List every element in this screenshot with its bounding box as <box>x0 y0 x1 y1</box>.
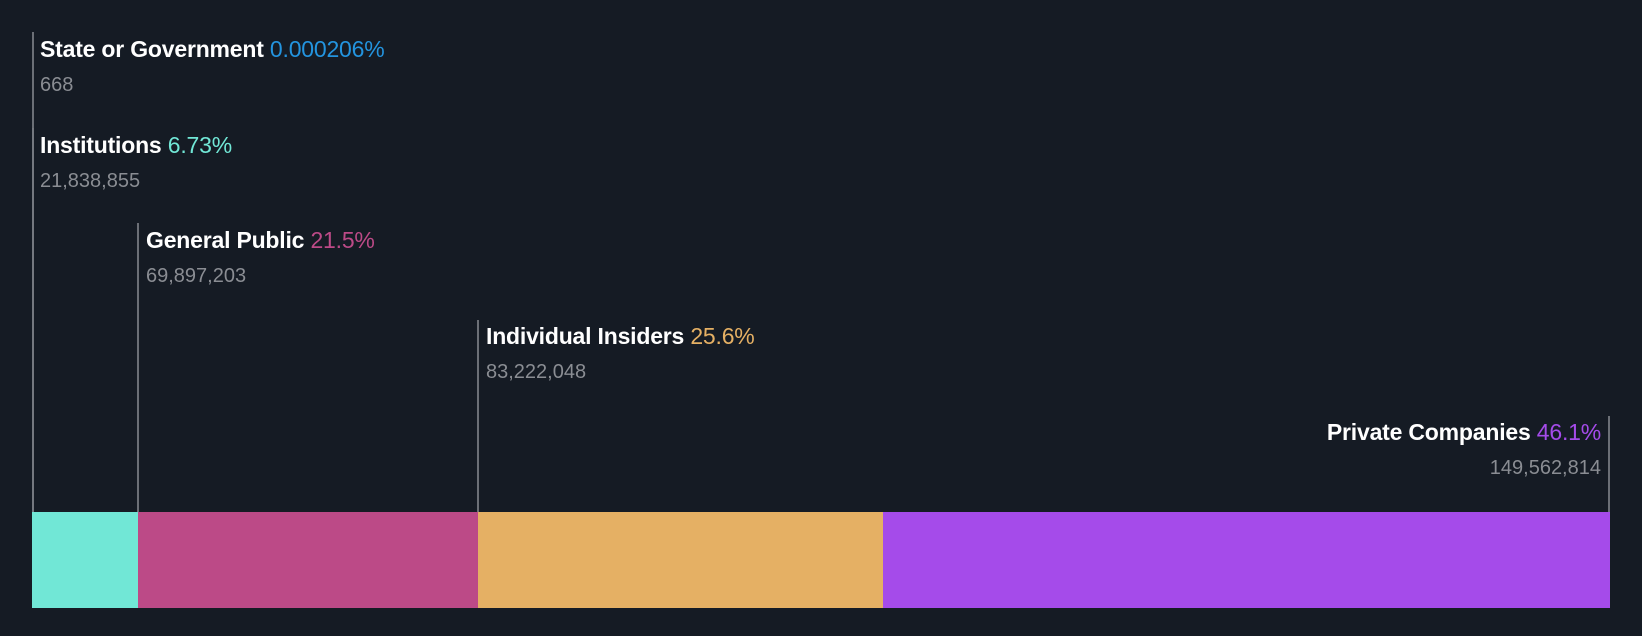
percent-value: 21.5% <box>310 227 375 253</box>
category-name: General Public <box>146 227 305 253</box>
bar-segment-institutions <box>32 512 138 608</box>
bar-segment-private-companies <box>883 512 1610 608</box>
percent-value: 6.73% <box>167 132 232 158</box>
share-count: 21,838,855 <box>40 170 141 192</box>
category-name: State or Government <box>40 36 264 62</box>
bar-segment-general-public <box>138 512 478 608</box>
leader-line-private-companies <box>1608 416 1610 512</box>
share-count: 69,897,203 <box>146 265 247 287</box>
category-name: Institutions <box>40 132 162 158</box>
share-count: 149,562,814 <box>1489 457 1601 479</box>
leader-line-general-public <box>137 223 139 512</box>
label-individual-insiders: Individual Insiders 25.6% 83,222,048 <box>486 322 755 384</box>
percent-value: 25.6% <box>690 323 755 349</box>
label-institutions: Institutions 6.73% 21,838,855 <box>40 131 232 193</box>
label-state-or-government: State or Government 0.000206% 668 <box>40 35 385 97</box>
leader-line-institutions <box>32 128 34 512</box>
leader-line-individual-insiders <box>477 320 479 512</box>
percent-value: 0.000206% <box>269 36 385 62</box>
bar-segment-individual-insiders <box>478 512 883 608</box>
share-count: 83,222,048 <box>486 361 587 383</box>
share-count: 668 <box>40 74 74 96</box>
category-name: Individual Insiders <box>486 323 685 349</box>
percent-value: 46.1% <box>1536 419 1601 445</box>
label-general-public: General Public 21.5% 69,897,203 <box>146 226 375 288</box>
label-private-companies: Private Companies 46.1% 149,562,814 <box>1327 418 1601 480</box>
category-name: Private Companies <box>1326 419 1531 445</box>
